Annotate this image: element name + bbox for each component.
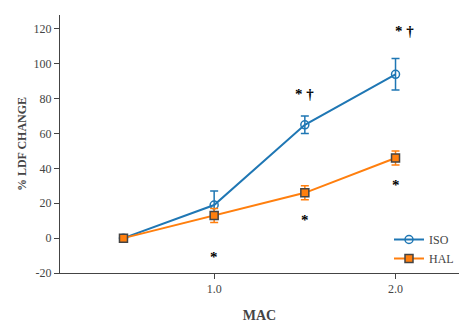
svg-text:20: 20 — [40, 196, 52, 210]
svg-text:*: * — [210, 249, 218, 265]
svg-text:HAL: HAL — [429, 252, 454, 266]
svg-text:100: 100 — [34, 57, 52, 71]
svg-text:* †: * † — [295, 86, 314, 102]
svg-text:% LDF CHANGE: % LDF CHANGE — [15, 97, 29, 191]
svg-text:ISO: ISO — [429, 233, 449, 247]
svg-text:60: 60 — [40, 127, 52, 141]
svg-text:0: 0 — [46, 231, 52, 245]
svg-text:MAC: MAC — [243, 308, 276, 323]
svg-text:2.0: 2.0 — [388, 282, 403, 296]
svg-text:-20: -20 — [36, 266, 52, 280]
svg-text:40: 40 — [40, 162, 52, 176]
svg-text:1.0: 1.0 — [207, 282, 222, 296]
svg-text:120: 120 — [34, 22, 52, 36]
svg-text:*: * — [301, 212, 309, 228]
svg-text:*: * — [392, 177, 400, 193]
svg-text:80: 80 — [40, 92, 52, 106]
svg-text:* †: * † — [395, 23, 414, 39]
